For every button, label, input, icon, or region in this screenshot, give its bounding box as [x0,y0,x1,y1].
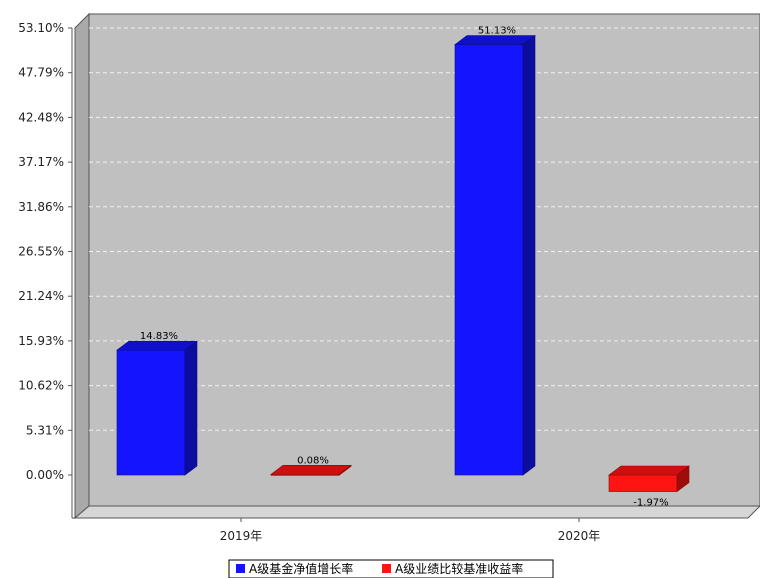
y-tick-label: 42.48% [18,110,64,124]
y-tick-labels: 0.00% 5.31% 10.62% 15.93% 21.24% 26.55% 31.86%… [18,21,72,482]
bar-side [338,464,352,476]
bar-front [454,44,524,476]
y-tick-label: 21.24% [18,289,64,303]
bar-top [608,465,690,476]
y-tick-label: 37.17% [18,155,64,169]
bar-top [454,35,536,45]
category-labels: 2019年 2020年 [220,518,601,543]
bar-front [116,349,186,476]
bar-top [270,465,352,475]
legend-swatch [236,564,245,573]
legend: A级基金净值增长率 A级业绩比较基准收益率 [228,559,554,578]
data-label: -1.97% [633,498,668,509]
y-tick-label: 31.86% [18,200,64,214]
y-tick-label: 5.31% [26,423,64,437]
y-tick-label: 53.10% [18,21,64,35]
bar-side [522,34,536,476]
y-tick-label: 0.00% [26,468,64,482]
bar-front [608,474,678,492]
y-tick-label: 26.55% [18,245,64,259]
category-label: 2020年 [558,529,601,543]
data-labels: 14.83% 0.08% 51.13% -1.97% [140,26,669,509]
data-label: 0.08% [297,455,329,466]
legend-swatch [382,564,391,573]
plot-left-wall [74,12,90,520]
data-label: 51.13% [478,26,516,37]
bar-side [676,465,690,493]
y-tick-label: 47.79% [18,66,64,80]
legend-label: A级业绩比较基准收益率 [395,561,523,576]
data-label: 14.83% [140,331,178,342]
y-tick-label: 10.62% [18,379,64,393]
bar-side [184,340,198,476]
legend-label: A级基金净值增长率 [249,561,353,576]
y-tick-label: 15.93% [18,334,64,348]
bars [116,34,690,493]
category-label: 2019年 [220,529,263,543]
bar-top [116,340,198,351]
